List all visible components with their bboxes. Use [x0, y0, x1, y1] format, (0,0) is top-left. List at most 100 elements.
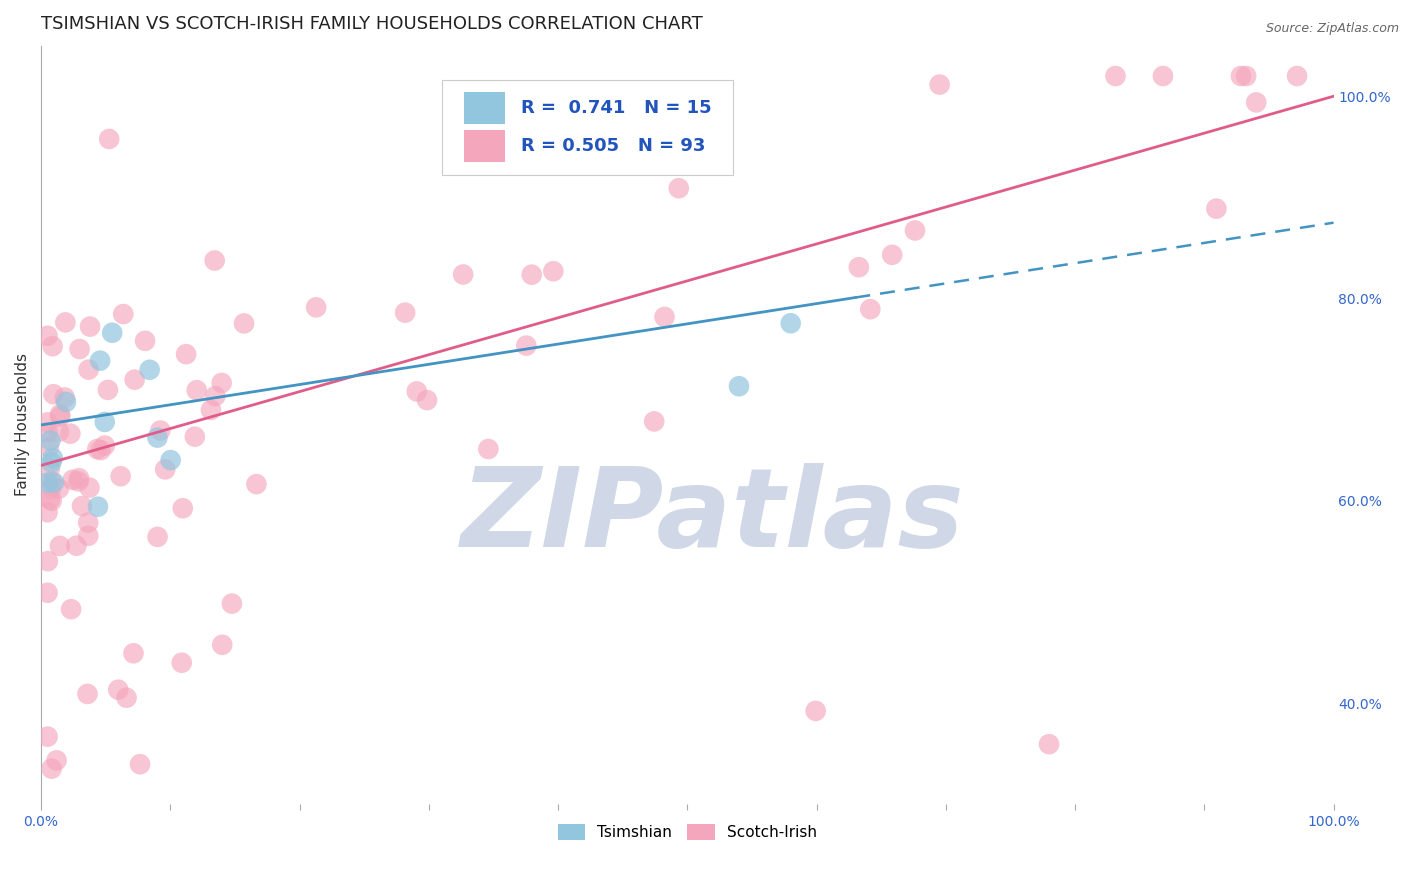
Point	[77, 362, 100, 376]
Point	[153, 462, 176, 476]
Y-axis label: Family Households: Family Households	[15, 353, 30, 497]
Point	[41, 455, 63, 469]
Point	[1234, 69, 1257, 83]
Point	[1205, 202, 1227, 216]
Point	[98, 132, 121, 146]
Point	[38, 461, 60, 475]
Point	[204, 389, 226, 403]
Point	[101, 326, 124, 340]
Point	[45, 753, 67, 767]
Point	[79, 319, 101, 334]
Text: R =  0.741   N = 15: R = 0.741 N = 15	[520, 99, 711, 117]
Point	[233, 317, 256, 331]
Point	[170, 656, 193, 670]
Point	[77, 516, 100, 530]
Point	[41, 475, 63, 489]
Point	[515, 338, 537, 352]
Point	[48, 425, 70, 439]
Point	[859, 302, 882, 317]
Point	[904, 223, 927, 237]
Point	[1152, 69, 1174, 83]
Text: R = 0.505   N = 93: R = 0.505 N = 93	[520, 137, 704, 155]
Point	[87, 500, 110, 514]
Point	[39, 482, 62, 496]
Point	[1038, 737, 1060, 751]
Point	[42, 475, 65, 490]
Point	[146, 530, 169, 544]
Point	[211, 638, 233, 652]
Point	[543, 264, 565, 278]
Point	[122, 646, 145, 660]
Point	[221, 597, 243, 611]
Point	[1244, 95, 1267, 110]
Point	[77, 529, 100, 543]
Point	[42, 387, 65, 401]
Point	[37, 475, 59, 490]
Point	[93, 415, 115, 429]
Point	[89, 353, 111, 368]
Point	[53, 391, 76, 405]
Point	[245, 477, 267, 491]
Point	[848, 260, 870, 275]
Point	[174, 347, 197, 361]
Point	[882, 248, 904, 262]
Point	[37, 586, 59, 600]
Point	[70, 499, 93, 513]
Point	[37, 505, 59, 519]
Point	[928, 78, 950, 92]
Point	[1230, 69, 1253, 83]
Point	[124, 373, 146, 387]
Point	[416, 393, 439, 408]
Point	[49, 539, 72, 553]
Point	[49, 408, 72, 422]
Point	[37, 554, 59, 568]
Point	[94, 438, 117, 452]
Point	[305, 301, 328, 315]
Point	[146, 431, 169, 445]
Point	[184, 430, 207, 444]
Point	[69, 342, 91, 356]
Point	[138, 363, 160, 377]
Point	[37, 425, 59, 439]
Point	[41, 339, 63, 353]
Point	[97, 383, 120, 397]
Text: Source: ZipAtlas.com: Source: ZipAtlas.com	[1265, 22, 1399, 36]
Point	[451, 268, 474, 282]
Point	[41, 493, 63, 508]
Point	[76, 687, 98, 701]
Text: TSIMSHIAN VS SCOTCH-IRISH FAMILY HOUSEHOLDS CORRELATION CHART: TSIMSHIAN VS SCOTCH-IRISH FAMILY HOUSEHO…	[41, 15, 703, 33]
Point	[65, 539, 87, 553]
Point	[200, 403, 222, 417]
Point	[654, 310, 676, 324]
Point	[779, 316, 801, 330]
Point	[67, 471, 90, 485]
Point	[107, 682, 129, 697]
Point	[134, 334, 156, 348]
Point	[804, 704, 827, 718]
Point	[53, 315, 76, 329]
Point	[38, 440, 60, 454]
Point	[39, 434, 62, 448]
Point	[405, 384, 427, 399]
Point	[1104, 69, 1126, 83]
Point	[149, 424, 172, 438]
Point	[211, 376, 233, 390]
Point	[1286, 69, 1309, 83]
Point	[129, 757, 152, 772]
Point	[159, 453, 181, 467]
Point	[668, 181, 690, 195]
Text: ZIPatlas: ZIPatlas	[461, 463, 965, 569]
Point	[55, 395, 77, 409]
Point	[204, 253, 226, 268]
Point	[643, 414, 665, 428]
Point	[59, 426, 82, 441]
Point	[90, 443, 112, 458]
FancyBboxPatch shape	[464, 130, 505, 162]
FancyBboxPatch shape	[464, 92, 505, 124]
Point	[172, 501, 194, 516]
Point	[37, 416, 59, 430]
Point	[728, 379, 751, 393]
FancyBboxPatch shape	[441, 79, 733, 175]
Point	[110, 469, 132, 483]
Point	[186, 383, 208, 397]
